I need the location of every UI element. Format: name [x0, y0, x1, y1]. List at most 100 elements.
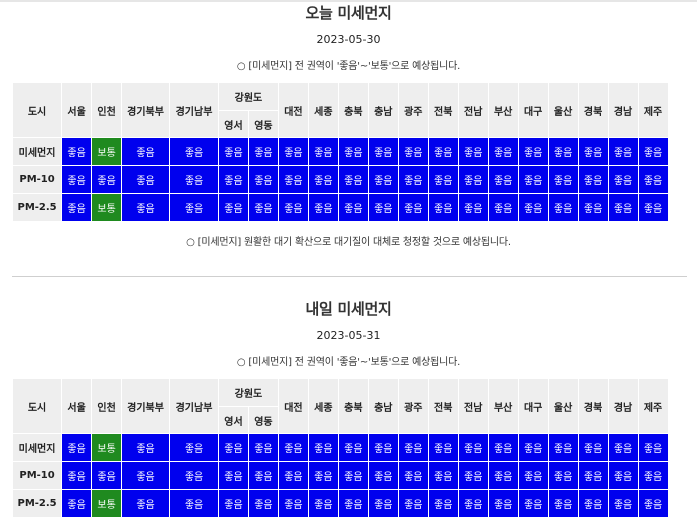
header-region: 대전	[277, 378, 309, 434]
grade-cell: 좋음	[517, 461, 549, 490]
header-region: 인천	[91, 82, 123, 138]
grade-cell: 좋음	[61, 461, 93, 490]
today-section: 오늘 미세먼지 2023-05-30 ○ [미세먼지] 전 권역이 '좋음'~'…	[11, 4, 697, 248]
grade-cell: 좋음	[337, 489, 369, 518]
header-region: 세종	[307, 378, 339, 434]
header-region: 경기북부	[121, 378, 171, 434]
row-label: PM-2.5	[11, 193, 63, 222]
grade-cell: 좋음	[457, 165, 489, 194]
grade-cell: 좋음	[487, 433, 519, 462]
header-city: 도시	[11, 82, 63, 138]
header-gangwon-sub: 영동	[247, 110, 279, 138]
header-region: 전북	[427, 82, 459, 138]
grade-cell: 좋음	[91, 165, 123, 194]
row-label: PM-10	[11, 165, 63, 194]
grade-cell: 좋음	[607, 165, 639, 194]
header-gangwon: 강원도	[217, 82, 279, 111]
grade-cell: 좋음	[169, 165, 219, 194]
grade-cell: 좋음	[637, 193, 669, 222]
grade-cell: 좋음	[61, 489, 93, 518]
grade-cell: 좋음	[457, 433, 489, 462]
grade-cell: 좋음	[169, 433, 219, 462]
grade-cell: 좋음	[367, 489, 399, 518]
grade-cell: 좋음	[457, 489, 489, 518]
header-region: 대구	[517, 82, 549, 138]
grade-cell: 좋음	[247, 137, 279, 166]
grade-cell: 좋음	[577, 193, 609, 222]
header-region: 제주	[637, 378, 669, 434]
grade-cell: 좋음	[217, 193, 249, 222]
grade-cell: 좋음	[487, 489, 519, 518]
header-region: 충남	[367, 378, 399, 434]
grade-cell: 좋음	[307, 433, 339, 462]
grade-cell: 좋음	[247, 193, 279, 222]
grade-cell: 좋음	[577, 165, 609, 194]
grade-cell: 좋음	[577, 461, 609, 490]
grade-cell: 좋음	[277, 165, 309, 194]
grade-cell: 좋음	[121, 165, 171, 194]
grade-cell: 좋음	[247, 433, 279, 462]
grade-cell: 좋음	[121, 489, 171, 518]
grade-cell: 좋음	[367, 433, 399, 462]
tomorrow-note-top: ○ [미세먼지] 전 권역이 '좋음'~'보통'으로 예상됩니다.	[236, 357, 461, 368]
header-region: 충남	[367, 82, 399, 138]
grade-cell: 좋음	[427, 433, 459, 462]
grade-cell: 좋음	[637, 433, 669, 462]
grade-cell: 좋음	[121, 433, 171, 462]
grade-cell: 좋음	[607, 461, 639, 490]
grade-cell: 좋음	[547, 489, 579, 518]
grade-cell: 보통	[91, 137, 123, 166]
header-region: 경기북부	[121, 82, 171, 138]
grade-cell: 좋음	[427, 193, 459, 222]
grade-cell: 좋음	[337, 461, 369, 490]
grade-cell: 좋음	[547, 433, 579, 462]
grade-cell: 좋음	[517, 165, 549, 194]
grade-cell: 좋음	[61, 137, 93, 166]
grade-cell: 보통	[91, 433, 123, 462]
header-region: 광주	[397, 378, 429, 434]
grade-cell: 좋음	[517, 193, 549, 222]
grade-cell: 좋음	[607, 433, 639, 462]
grade-cell: 좋음	[337, 165, 369, 194]
header-region: 제주	[637, 82, 669, 138]
table-row: PM-2.5 좋음 보통 좋음 좋음 좋음 좋음 좋음 좋음 좋음 좋음 좋음 좋음 좋음 좋음 좋음 좋음 좋음…	[11, 489, 697, 518]
header-region: 경북	[577, 378, 609, 434]
tomorrow-date: 2023-05-31	[316, 329, 381, 342]
table-row: PM-10 좋음 좋음 좋음 좋음 좋음 좋음 좋음 좋음 좋음 좋음 좋음 좋음 좋음 좋음 좋음 좋음 좋음 좋…	[11, 461, 697, 490]
tomorrow-forecast-table: 도시 서울 인천 경기북부 경기남부 강원도 대전 세종 충북 충남 광주 전북 전남 부산 대구 울산 경북 경…	[11, 378, 697, 518]
grade-cell: 좋음	[637, 137, 669, 166]
grade-cell: 좋음	[91, 461, 123, 490]
grade-cell: 좋음	[487, 165, 519, 194]
grade-cell: 좋음	[547, 137, 579, 166]
header-gangwon-sub: 영서	[217, 110, 249, 138]
grade-cell: 좋음	[577, 489, 609, 518]
grade-cell: 좋음	[517, 489, 549, 518]
today-forecast-table: 도시 서울 인천 경기북부 경기남부 강원도 대전 세종 충북 충남 광주 전북 전남 부산 대구 울산 경북 경…	[11, 82, 697, 222]
grade-cell: 좋음	[397, 137, 429, 166]
grade-cell: 좋음	[607, 489, 639, 518]
grade-cell: 좋음	[337, 137, 369, 166]
grade-cell: 좋음	[337, 193, 369, 222]
grade-cell: 좋음	[367, 165, 399, 194]
header-region: 충북	[337, 82, 369, 138]
grade-cell: 좋음	[367, 193, 399, 222]
grade-cell: 좋음	[397, 433, 429, 462]
header-region: 전남	[457, 378, 489, 434]
today-title: 오늘 미세먼지	[305, 4, 392, 22]
table-row: PM-10 좋음 좋음 좋음 좋음 좋음 좋음 좋음 좋음 좋음 좋음 좋음 좋음 좋음 좋음 좋음 좋음 좋음 좋…	[11, 165, 697, 194]
grade-cell: 좋음	[637, 489, 669, 518]
header-region: 전북	[427, 378, 459, 434]
section-divider	[12, 276, 687, 277]
grade-cell: 좋음	[217, 489, 249, 518]
grade-cell: 좋음	[397, 461, 429, 490]
row-label: PM-2.5	[11, 489, 63, 518]
grade-cell: 좋음	[457, 193, 489, 222]
grade-cell: 좋음	[307, 193, 339, 222]
grade-cell: 좋음	[607, 137, 639, 166]
header-region: 대구	[517, 378, 549, 434]
grade-cell: 좋음	[367, 137, 399, 166]
grade-cell: 좋음	[397, 165, 429, 194]
header-region: 경북	[577, 82, 609, 138]
header-region: 인천	[91, 378, 123, 434]
grade-cell: 좋음	[307, 137, 339, 166]
